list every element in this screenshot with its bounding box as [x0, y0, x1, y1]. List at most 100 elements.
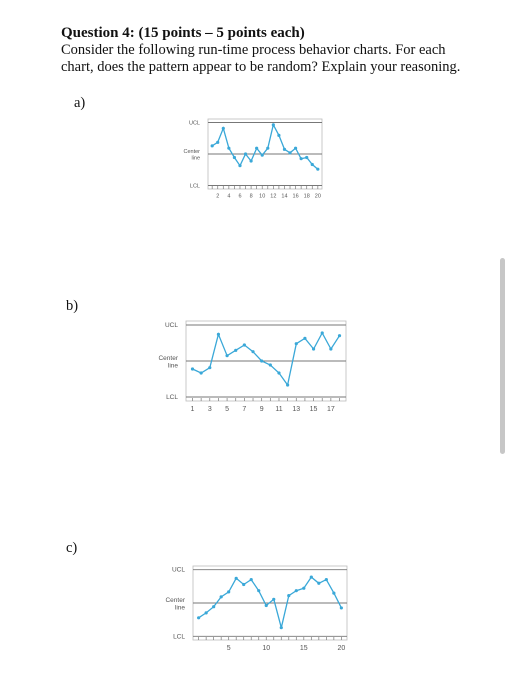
ucl-label: UCL	[189, 121, 200, 127]
data-point	[286, 383, 290, 387]
data-point	[287, 594, 291, 598]
x-tick-label: 5	[225, 406, 229, 413]
data-point	[293, 146, 298, 150]
data-point	[234, 348, 238, 352]
data-point	[238, 164, 242, 168]
data-point	[320, 331, 324, 335]
x-tick-label: 13	[292, 406, 300, 413]
x-tick-label: 1	[191, 406, 195, 413]
x-tick-label: 6	[238, 194, 241, 200]
data-point	[210, 144, 214, 148]
data-point	[249, 159, 253, 163]
data-point	[216, 332, 221, 336]
series-line	[211, 122, 319, 170]
x-tick-label: 12	[270, 194, 276, 200]
chart-c: UCL Center line LCL 5 10 15 20	[165, 565, 348, 652]
part-c-label: c)	[66, 540, 78, 556]
data-point	[255, 146, 259, 150]
data-point	[339, 606, 343, 610]
question-body: Consider the following run-time process …	[61, 42, 461, 75]
x-tick-label: 2	[216, 194, 219, 200]
question-title: Question 4: (15 points – 5 points each)	[61, 25, 305, 41]
x-tick-label: 15	[310, 406, 318, 413]
data-point	[305, 155, 309, 160]
data-point	[294, 342, 298, 346]
x-tick-label: 10	[262, 645, 270, 652]
x-tick-label: 3	[208, 406, 212, 413]
center-line-label: Center line	[183, 149, 200, 162]
data-point	[221, 126, 225, 130]
center-line-label: Center line	[158, 355, 178, 370]
x-tick-label: 8	[250, 194, 253, 200]
data-point	[272, 597, 276, 601]
ucl-label: UCL	[165, 322, 178, 329]
data-point	[309, 575, 313, 579]
data-point	[303, 336, 307, 340]
series-line	[192, 331, 341, 387]
series-line	[198, 576, 342, 628]
part-a-label: a)	[74, 95, 86, 111]
scrollbar[interactable]	[500, 258, 505, 454]
data-point	[219, 595, 223, 599]
data-point	[279, 626, 283, 630]
data-point	[257, 589, 261, 593]
data-point	[288, 151, 292, 155]
data-point	[225, 354, 229, 358]
data-point	[294, 589, 298, 593]
x-tick-label: 9	[260, 406, 264, 413]
x-tick-label: 18	[304, 194, 310, 200]
data-point	[337, 334, 342, 338]
data-point	[329, 347, 333, 351]
part-b-label: b)	[66, 298, 79, 314]
data-point	[251, 350, 255, 354]
x-tick-label: 17	[327, 406, 335, 413]
x-tick-label: 20	[315, 194, 321, 200]
center-line-label: Center line	[165, 597, 185, 612]
data-point	[277, 371, 281, 375]
data-point	[242, 582, 246, 587]
x-tick-label: 20	[337, 645, 345, 652]
data-point	[208, 366, 212, 370]
ucl-label: UCL	[172, 567, 185, 574]
data-point	[232, 155, 237, 160]
x-tick-label: 10	[259, 194, 265, 200]
data-point	[271, 123, 275, 127]
data-point	[316, 167, 320, 171]
data-point	[311, 347, 316, 351]
x-tick-label: 14	[281, 194, 287, 200]
data-point	[227, 146, 231, 150]
data-point	[212, 605, 216, 609]
x-tick-label: 15	[300, 645, 308, 652]
data-point	[242, 343, 246, 347]
data-point	[216, 140, 220, 144]
data-point	[234, 576, 238, 580]
lcl-label: LCL	[166, 394, 178, 401]
data-point	[302, 586, 306, 590]
lcl-label: LCL	[190, 184, 200, 190]
data-point	[260, 359, 264, 363]
data-point	[317, 581, 321, 585]
data-point	[277, 133, 281, 137]
question-block: Question 4: (15 points – 5 points each) …	[61, 24, 481, 76]
data-point	[227, 590, 231, 594]
x-tick-label: 7	[242, 406, 246, 413]
data-point	[190, 367, 195, 371]
data-point	[249, 577, 253, 582]
lcl-label: LCL	[173, 633, 185, 640]
data-point	[199, 371, 203, 375]
data-point	[282, 147, 287, 151]
data-point	[324, 577, 328, 582]
data-point	[268, 363, 272, 367]
x-tick-label: 16	[293, 194, 299, 200]
data-point	[204, 611, 208, 615]
data-point	[197, 616, 201, 620]
data-point	[264, 603, 268, 608]
x-tick-label: 5	[227, 645, 231, 652]
data-point	[299, 157, 303, 161]
data-point	[243, 152, 248, 156]
chart-a: UCL Center line LCL 2 4 6 8 10 12 14 16 18 20	[183, 118, 323, 200]
data-point	[260, 153, 264, 157]
data-point	[332, 591, 336, 595]
data-point	[310, 162, 314, 167]
